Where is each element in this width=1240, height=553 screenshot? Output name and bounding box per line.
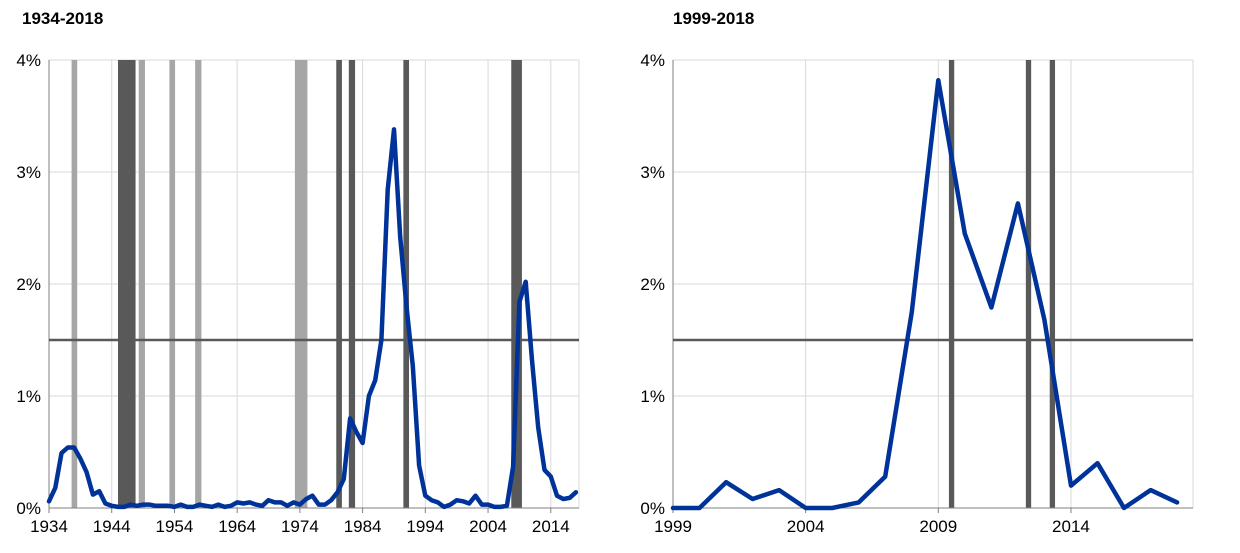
x-tick-label-left: 1954 [156, 517, 194, 536]
y-tick-label-left: 3% [16, 163, 41, 182]
series-line-right [670, 77, 1180, 511]
x-tick-label-left: 1974 [281, 517, 319, 536]
x-tick-label-right: 2009 [919, 517, 957, 536]
crisis-band-left [336, 60, 342, 508]
crisis-band-left [294, 60, 308, 508]
x-tick-label-right: 2014 [1052, 517, 1090, 536]
crisis-band-left [169, 60, 176, 508]
y-tick-label-right: 4% [640, 51, 665, 70]
crisis-band-left [117, 60, 136, 508]
crisis-band-right [1049, 60, 1056, 508]
crisis-band-left [138, 60, 145, 508]
crisis-band-right [948, 60, 955, 508]
chart-title-left: 1934-2018 [22, 9, 104, 28]
y-tick-label-left: 0% [16, 499, 41, 518]
crisis-band-left [71, 60, 78, 508]
x-tick-label-left: 1994 [406, 517, 444, 536]
y-tick-label-left: 2% [16, 275, 41, 294]
x-tick-label-right: 1999 [654, 517, 692, 536]
x-tick-label-left: 1944 [93, 517, 131, 536]
y-tick-label-right: 3% [640, 163, 665, 182]
y-tick-label-right: 1% [640, 387, 665, 406]
series-line-left [46, 127, 579, 510]
y-tick-label-right: 0% [640, 499, 665, 518]
x-tick-label-left: 1964 [218, 517, 256, 536]
crisis-band-left [195, 60, 202, 508]
x-tick-label-right: 2004 [787, 517, 825, 536]
x-tick-label-left: 2014 [532, 517, 570, 536]
x-tick-label-left: 1934 [30, 517, 68, 536]
y-tick-label-right: 2% [640, 275, 665, 294]
x-tick-label-left: 2004 [469, 517, 507, 536]
chart-title-right: 1999-2018 [673, 9, 755, 28]
y-tick-label-left: 4% [16, 51, 41, 70]
crisis-band-right [1025, 60, 1032, 508]
x-tick-label-left: 1984 [344, 517, 382, 536]
crisis-band-left [511, 60, 522, 508]
y-tick-label-left: 1% [16, 387, 41, 406]
crisis-band-left [348, 60, 356, 508]
